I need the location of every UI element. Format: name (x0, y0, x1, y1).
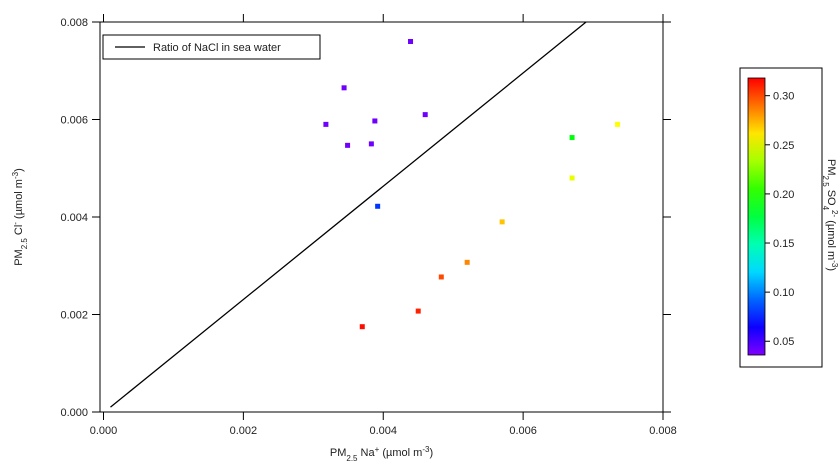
x-tick-label: 0.004 (369, 425, 397, 437)
point (569, 135, 575, 141)
label-part: PM (825, 159, 837, 176)
y-axis-label: PM2.5 Cl- (µmol m-3) (11, 168, 29, 266)
label-part: ) (825, 267, 837, 271)
label-part: 2.5 (20, 238, 29, 250)
label-part: Cl (13, 225, 25, 238)
point (615, 121, 621, 127)
label-part: 4 (822, 206, 831, 211)
point (341, 85, 347, 91)
point (372, 118, 378, 124)
y-tick-label: 0.000 (60, 407, 88, 419)
y-tick-label: 0.002 (60, 310, 88, 322)
label-part: (µmol m (825, 217, 837, 260)
point (323, 121, 329, 127)
label-part: SO (825, 187, 837, 206)
label-part: -3 (11, 171, 20, 179)
colorbar-tick-label: 0.20 (773, 189, 794, 201)
label-part: -3 (422, 445, 430, 454)
point (438, 274, 444, 280)
point (422, 112, 428, 118)
x-tick-label: 0.002 (230, 425, 258, 437)
label-part: (µmol m (379, 447, 422, 459)
point (408, 39, 414, 44)
label-part: 2.5 (822, 176, 831, 188)
point (359, 324, 365, 330)
point (375, 203, 381, 209)
label-part: - (11, 222, 20, 225)
colorbar-tick-label: 0.15 (773, 238, 794, 250)
point (345, 142, 351, 148)
point (368, 141, 374, 147)
y-tick-label: 0.008 (60, 17, 88, 29)
label-part: ) (429, 447, 433, 459)
colorbar-label: PM2.5 SO42- (µmol m-3) (822, 159, 840, 271)
colorbar (747, 77, 766, 356)
point (464, 259, 470, 265)
legend-label: Ratio of NaCl in sea water (153, 42, 281, 54)
label-part: -3 (831, 260, 840, 268)
label-part: + (375, 445, 380, 454)
label-part: 2- (831, 210, 840, 217)
y-tick-label: 0.004 (60, 212, 88, 224)
point (569, 175, 575, 181)
colorbar-tick-label: 0.10 (773, 287, 794, 299)
x-axis-label: PM2.5 Na+ (µmol m-3) (330, 445, 433, 463)
y-tick-label: 0.006 (60, 115, 88, 127)
label-part: ) (13, 168, 25, 172)
label-part: PM (330, 447, 347, 459)
point (415, 308, 421, 314)
x-tick-label: 0.000 (90, 425, 118, 437)
x-tick-label: 0.006 (509, 425, 537, 437)
label-part: (µmol m (13, 179, 25, 222)
label-part: Na (358, 447, 376, 459)
ratio-line (110, 21, 587, 408)
x-tick-label: 0.008 (649, 425, 677, 437)
label-part: 2.5 (346, 454, 358, 463)
colorbar-tick-label: 0.25 (773, 140, 794, 152)
label-part: PM (13, 249, 25, 266)
colorbar-tick-label: 0.05 (773, 336, 794, 348)
point (499, 219, 505, 225)
colorbar-tick-label: 0.30 (773, 91, 794, 103)
